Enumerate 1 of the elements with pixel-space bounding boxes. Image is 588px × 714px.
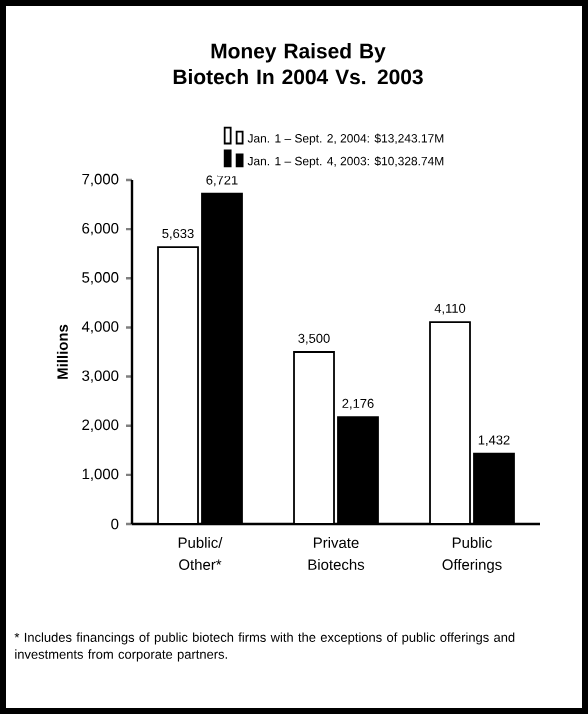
- chart-title: Money Raised By Biotech In 2004 Vs. 2003: [173, 43, 423, 85]
